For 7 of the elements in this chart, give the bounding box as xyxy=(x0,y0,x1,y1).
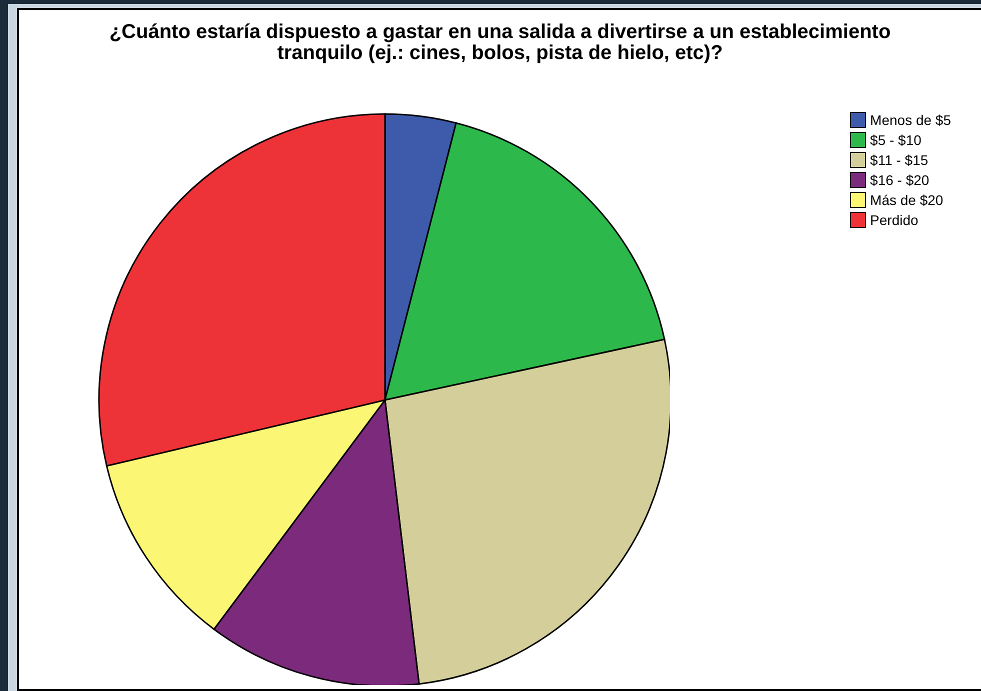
legend-label: $5 - $10 xyxy=(870,132,922,148)
chart-title: ¿Cuánto estaría dispuesto a gastar en una salida a divertirse a un establecimiento tranquilo (ej.: cines, bolos, pista de hielo, etc)? xyxy=(108,21,892,64)
legend-label: Menos de $5 xyxy=(870,112,951,128)
legend-label: $16 - $20 xyxy=(870,172,930,188)
legend-label: $11 - $15 xyxy=(870,152,928,168)
legend-label: Más de $20 xyxy=(870,192,944,208)
legend-label: Perdido xyxy=(870,212,918,228)
